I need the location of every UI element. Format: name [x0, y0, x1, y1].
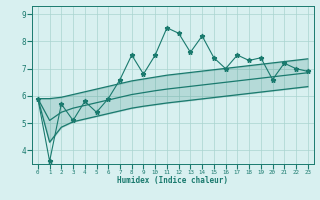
- X-axis label: Humidex (Indice chaleur): Humidex (Indice chaleur): [117, 176, 228, 185]
